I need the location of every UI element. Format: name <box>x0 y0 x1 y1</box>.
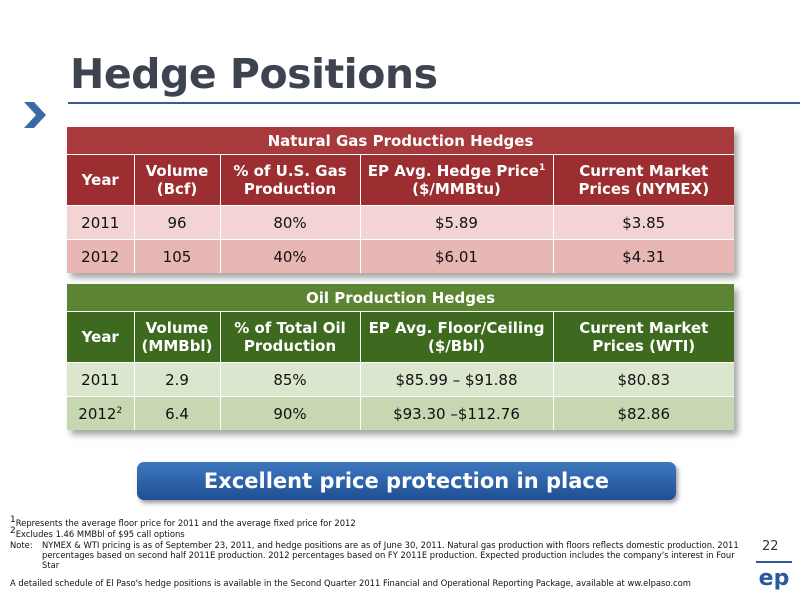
col-volume: Volume (MMBbl) <box>133 311 220 363</box>
logo-text: ep <box>759 566 790 591</box>
col-pct: % of Total Oil Production <box>219 311 360 363</box>
title-divider <box>68 102 800 104</box>
col-market: Current Market Prices (NYMEX) <box>552 154 734 206</box>
el-paso-logo-icon: ep <box>756 561 792 591</box>
col-market: Current Market Prices (WTI) <box>552 311 734 363</box>
title-area: Hedge Positions <box>14 44 800 128</box>
page-title: Hedge Positions <box>70 50 438 98</box>
table-row: 20122 6.4 90% $93.30 –$112.76 $82.86 <box>67 396 734 430</box>
col-year: Year <box>67 154 134 206</box>
table-row: 2011 2.9 85% $85.99 – $91.88 $80.83 <box>67 362 734 397</box>
col-price: EP Avg. Hedge Price1 ($/MMBtu) <box>359 154 553 206</box>
oil-table-header: Oil Production Hedges <box>67 284 734 312</box>
gas-table-header: Natural Gas Production Hedges <box>67 127 734 155</box>
gas-column-headers: Year Volume (Bcf) % of U.S. Gas Production… <box>67 154 734 206</box>
footnote-schedule: A detailed schedule of El Paso's hedge p… <box>10 578 691 588</box>
page-number: 22 <box>762 539 779 554</box>
price-protection-banner: Excellent price protection in place <box>137 462 676 500</box>
footnote-note: Note: NYMEX & WTI pricing is as of Septem… <box>10 540 739 570</box>
col-year: Year <box>67 311 134 363</box>
col-volume: Volume (Bcf) <box>133 154 220 206</box>
gas-hedges-table: Natural Gas Production Hedges Year Volum… <box>67 127 734 273</box>
col-price: EP Avg. Floor/Ceiling ($/Bbl) <box>359 311 553 363</box>
table-row: 2011 96 80% $5.89 $3.85 <box>67 205 734 240</box>
oil-column-headers: Year Volume (MMBbl) % of Total Oil Product… <box>67 311 734 363</box>
footnote-1: 1Represents the average floor price for … <box>10 515 356 528</box>
chevron-right-icon <box>24 102 46 128</box>
oil-hedges-table: Oil Production Hedges Year Volume (MMBbl)… <box>67 284 734 430</box>
table-row: 2012 105 40% $6.01 $4.31 <box>67 239 734 273</box>
footnote-2: 2Excludes 1.46 MMBbl of $95 call options <box>10 526 185 539</box>
col-pct: % of U.S. Gas Production <box>219 154 360 206</box>
